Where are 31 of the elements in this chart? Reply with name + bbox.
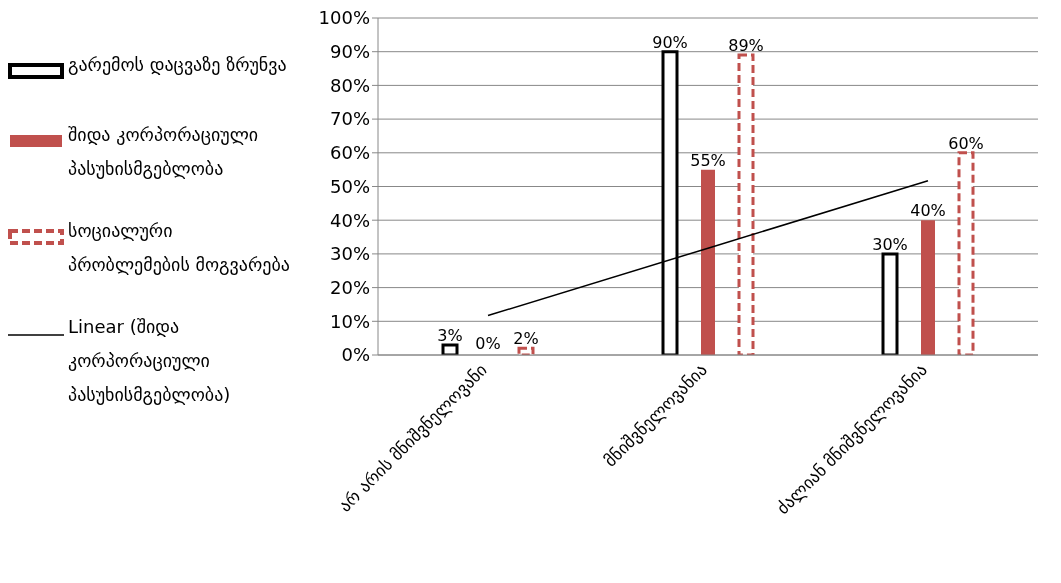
y-tick-label: 30%: [329, 243, 370, 265]
bar: [441, 343, 459, 355]
data-label: 90%: [652, 32, 688, 52]
data-label: 55%: [690, 150, 726, 170]
bar: [957, 151, 975, 355]
legend-label: შიდა კორპორაციული პასუხისმგებლობა: [68, 123, 260, 181]
y-tick-label: 90%: [329, 41, 370, 63]
y-tick-label: 0%: [341, 344, 370, 366]
y-tick-label: 100%: [318, 7, 370, 29]
data-label: 60%: [948, 133, 984, 153]
y-tick-label: 60%: [329, 142, 370, 164]
data-label: 0%: [475, 334, 501, 353]
legend-label: გარემოს დაცვაზე ზრუნვა: [68, 53, 288, 77]
data-label: 40%: [910, 201, 946, 221]
data-label: 30%: [872, 234, 908, 254]
y-tick-label: 70%: [329, 108, 370, 130]
bar: [737, 53, 755, 355]
y-tick-label: 40%: [329, 209, 370, 231]
data-label: 89%: [728, 36, 764, 56]
bar: [881, 252, 899, 355]
bar: [517, 346, 535, 355]
legend-label: სოციალური პრობლემების მოგვარება: [68, 219, 291, 277]
bar: [921, 220, 935, 355]
legend-label: Linear (შიდა კორპორაციული პასუხისმგებლობა): [68, 315, 232, 407]
bar: [701, 169, 715, 355]
y-tick-label: 10%: [329, 310, 370, 332]
y-tick-label: 80%: [329, 74, 370, 96]
data-label: 3%: [437, 325, 463, 345]
data-label: 2%: [513, 329, 539, 349]
y-tick-label: 20%: [329, 276, 370, 298]
y-tick-label: 50%: [329, 175, 370, 197]
